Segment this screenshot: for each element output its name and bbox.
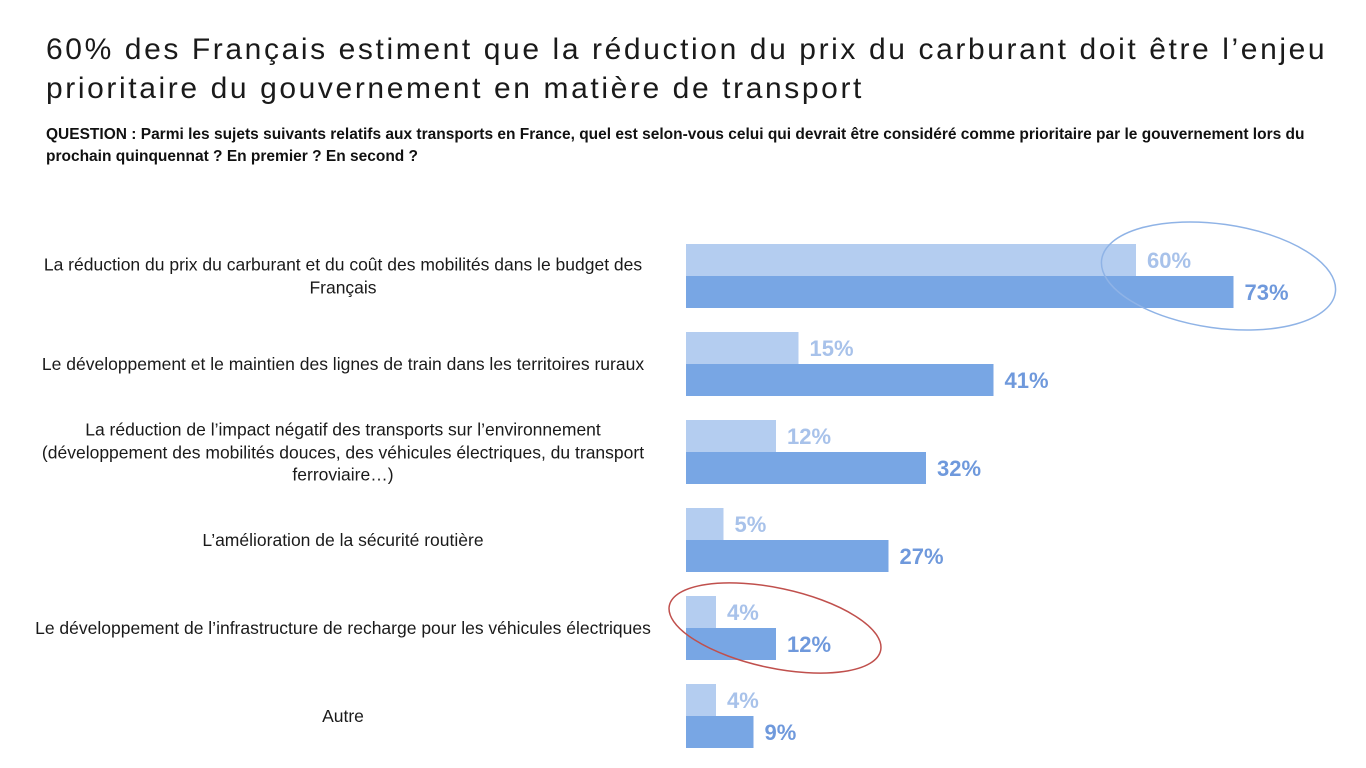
data-label-series1: 60% — [1147, 248, 1191, 273]
bar-series2 — [686, 716, 754, 748]
highlight-ellipse — [668, 582, 882, 674]
data-label-series1: 4% — [727, 600, 759, 625]
bar-series1 — [686, 684, 716, 716]
category-label: La réduction de l’impact négatif des tra… — [41, 419, 645, 485]
data-label-series2: 73% — [1245, 280, 1289, 305]
bar-series1 — [686, 244, 1136, 276]
data-label-series1: 5% — [735, 512, 767, 537]
data-label-series2: 9% — [765, 720, 797, 745]
bar-series2 — [686, 364, 994, 396]
bar-series2 — [686, 628, 776, 660]
question-text: QUESTION : Parmi les sujets suivants rel… — [46, 126, 1305, 165]
data-label-series2: 41% — [1005, 368, 1049, 393]
bar-series2 — [686, 540, 889, 572]
data-label-series2: 12% — [787, 632, 831, 657]
bar-series2 — [686, 452, 926, 484]
bar-series1 — [686, 420, 776, 452]
bar-series1 — [686, 596, 716, 628]
highlight-ellipse — [1100, 221, 1337, 331]
bar-series1 — [686, 332, 799, 364]
page-title: 60% des Français estiment que la réducti… — [46, 33, 1328, 105]
category-label: Le développement et le maintien des lign… — [41, 353, 645, 374]
category-label: Autre — [322, 705, 364, 726]
category-label: L’amélioration de la sécurité routière — [202, 529, 484, 550]
bar-series2 — [686, 276, 1234, 308]
data-label-series2: 32% — [937, 456, 981, 481]
data-label-series1: 15% — [810, 336, 854, 361]
data-label-series1: 4% — [727, 688, 759, 713]
data-label-series1: 12% — [787, 424, 831, 449]
bar-series1 — [686, 508, 724, 540]
data-label-series2: 27% — [900, 544, 944, 569]
category-label: Le développement de l’infrastructure de … — [35, 617, 651, 638]
category-label: La réduction du prix du carburant et du … — [43, 254, 643, 298]
